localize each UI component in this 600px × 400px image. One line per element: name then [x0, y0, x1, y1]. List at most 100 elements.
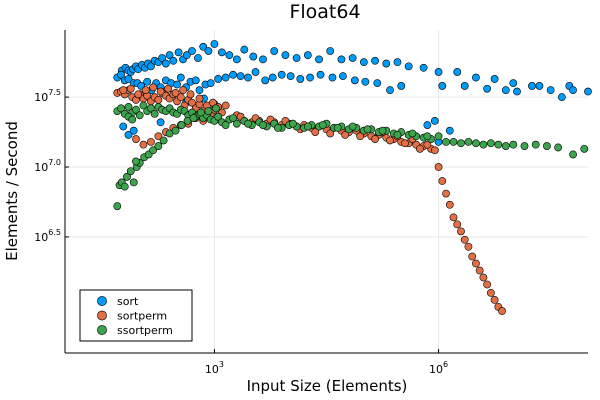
sort-point	[182, 51, 191, 60]
x-tick-label: 103	[205, 360, 224, 376]
sort-point	[404, 62, 413, 71]
y-tick-label: 107.5	[34, 88, 61, 104]
sort-point	[210, 40, 219, 48]
sortperm-point	[449, 213, 458, 222]
sort-point	[119, 122, 128, 131]
sort-point	[328, 73, 337, 82]
legend-marker-sort	[97, 296, 107, 306]
legend-marker-ssortperm	[97, 325, 107, 335]
sortperm-point	[490, 295, 499, 304]
sortperm-point	[445, 200, 454, 209]
sortperm-point	[434, 163, 443, 171]
sortperm-point	[119, 86, 128, 95]
ssortperm-point	[117, 104, 125, 113]
sort-point	[161, 59, 170, 68]
sort-point	[337, 55, 346, 64]
sort-point	[584, 87, 592, 96]
ssortperm-point	[274, 123, 282, 132]
ssortperm-point	[363, 125, 372, 134]
sortperm-point	[188, 98, 196, 107]
sort-point	[281, 51, 290, 60]
sort-point	[569, 86, 577, 95]
ssortperm-point	[132, 105, 140, 114]
sort-point	[225, 51, 234, 60]
sort-point	[174, 48, 183, 57]
sort-point	[546, 86, 555, 95]
y-tick-base: 10	[34, 161, 48, 174]
ssortperm-point	[449, 137, 458, 146]
ssortperm-point	[442, 137, 450, 146]
ssortperm-point	[128, 115, 137, 124]
sort-point	[490, 75, 499, 83]
ssortperm-point	[221, 121, 230, 129]
legend-label-ssortperm: ssortperm	[117, 324, 173, 337]
ssortperm-point	[554, 143, 563, 152]
ssortperm-point	[520, 142, 529, 150]
sortperm-point	[356, 132, 365, 141]
sortperm-point	[311, 128, 320, 136]
ssortperm-point	[393, 130, 402, 139]
ssortperm-point	[259, 121, 267, 129]
sortperm-point	[475, 266, 484, 275]
sort-point	[206, 79, 215, 88]
sortperm-point	[371, 135, 379, 143]
sort-point	[191, 76, 200, 85]
sort-point	[244, 73, 252, 82]
ssortperm-point	[486, 139, 495, 148]
sort-point	[483, 84, 492, 93]
sort-point	[445, 126, 454, 135]
sortperm-point	[468, 252, 477, 261]
sort-point	[513, 87, 521, 96]
sort-point	[156, 118, 165, 127]
sort-point	[277, 70, 286, 79]
sort-point	[386, 86, 394, 95]
sort-point	[557, 93, 566, 102]
y-tick-base: 10	[34, 231, 48, 244]
chart-title: Float64	[289, 1, 360, 23]
ssortperm-point	[124, 103, 133, 111]
series-ssortperm	[113, 101, 589, 211]
sort-point	[339, 72, 347, 81]
sort-point	[453, 68, 462, 76]
sortperm-point	[453, 220, 462, 229]
sort-point	[195, 86, 204, 95]
sort-point	[296, 75, 305, 83]
ssortperm-point	[232, 119, 241, 128]
series-sortperm	[113, 83, 506, 315]
ssortperm-point	[318, 121, 327, 129]
y-tick-label: 106.5	[34, 228, 61, 244]
sort-point	[251, 68, 260, 76]
sortperm-point	[472, 259, 480, 268]
ssortperm-point	[509, 140, 518, 149]
ssortperm-point	[531, 140, 540, 149]
ssortperm-point	[423, 132, 432, 141]
sort-point	[419, 63, 428, 72]
ssortperm-point	[149, 146, 158, 155]
sort-point	[292, 54, 301, 62]
sortperm-point	[430, 146, 439, 155]
sort-point	[303, 51, 312, 60]
sortperm-point	[415, 144, 424, 153]
sort-point	[315, 55, 323, 64]
sort-point	[472, 73, 480, 82]
sortperm-point	[141, 86, 150, 95]
sort-point	[124, 75, 133, 83]
ssortperm-point	[348, 122, 357, 131]
ssortperm-point	[171, 126, 180, 135]
x-tick-exponent: 6	[443, 360, 448, 369]
y-tick-exponent: 6.5	[48, 228, 61, 237]
ssortperm-point	[288, 119, 297, 128]
sortperm-point	[126, 84, 135, 93]
sort-point	[509, 79, 518, 88]
ssortperm-point	[126, 167, 135, 176]
ssortperm-point	[501, 142, 510, 150]
y-tick-label: 107.0	[34, 158, 61, 174]
ssortperm-point	[147, 104, 155, 113]
sort-point	[535, 82, 544, 90]
sort-point	[350, 76, 359, 85]
ssortperm-point	[333, 123, 342, 132]
ssortperm-point	[464, 137, 473, 146]
plot-frame	[64, 30, 588, 354]
sort-point	[240, 45, 249, 54]
